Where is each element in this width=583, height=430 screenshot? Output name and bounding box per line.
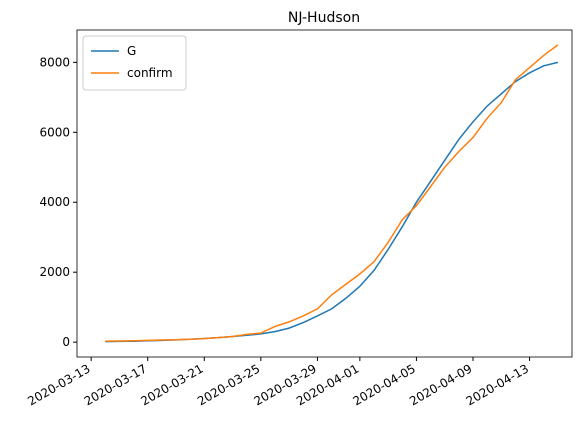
x-tick-label: 2020-04-13 — [464, 361, 531, 408]
line-series — [105, 61, 559, 343]
line-series — [105, 44, 559, 342]
plot-frame — [76, 29, 573, 358]
x-tick-label: 2020-03-17 — [82, 361, 149, 408]
y-tick-label: 4000 — [39, 195, 70, 209]
y-tick-label: 6000 — [39, 125, 70, 139]
legend-label: confirm — [127, 66, 173, 80]
x-tick-label: 2020-03-25 — [195, 361, 262, 408]
y-tick-label: 2000 — [39, 265, 70, 279]
x-tick-label: 2020-03-21 — [138, 361, 205, 408]
chart-title: NJ-Hudson — [288, 10, 360, 26]
x-tick-label: 2020-04-05 — [351, 361, 418, 408]
x-tick-label: 2020-03-13 — [25, 361, 92, 408]
legend-box — [82, 35, 187, 91]
legend-label: G — [127, 44, 136, 58]
y-tick-label: 8000 — [39, 55, 70, 69]
y-tick-label: 0 — [62, 335, 70, 349]
x-tick-label: 2020-04-09 — [407, 361, 474, 408]
